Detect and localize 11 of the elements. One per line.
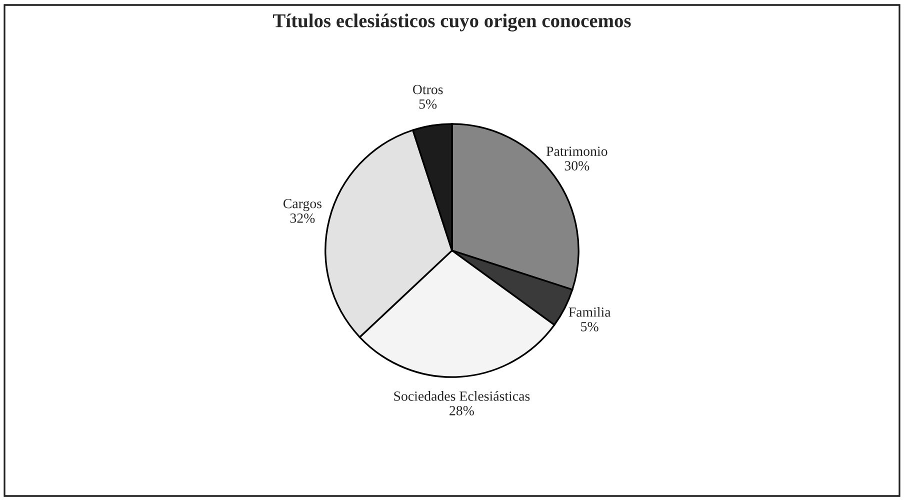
slice-label: Familia [568,307,611,317]
slice-label: Cargos [283,198,322,212]
data-label: 32% [290,213,315,223]
slice-label: Otros [412,84,443,94]
data-label: 5% [419,99,437,109]
slice-label: Patrimonio [546,146,608,156]
slice-label: Sociedades Eclesiásticas [394,391,530,401]
data-label: 28% [450,406,474,416]
data-label: 30% [564,161,590,171]
data-label: 5% [581,322,598,332]
chart-title: Títulos eclesiásticos cuyo origen conocemos [273,14,631,32]
